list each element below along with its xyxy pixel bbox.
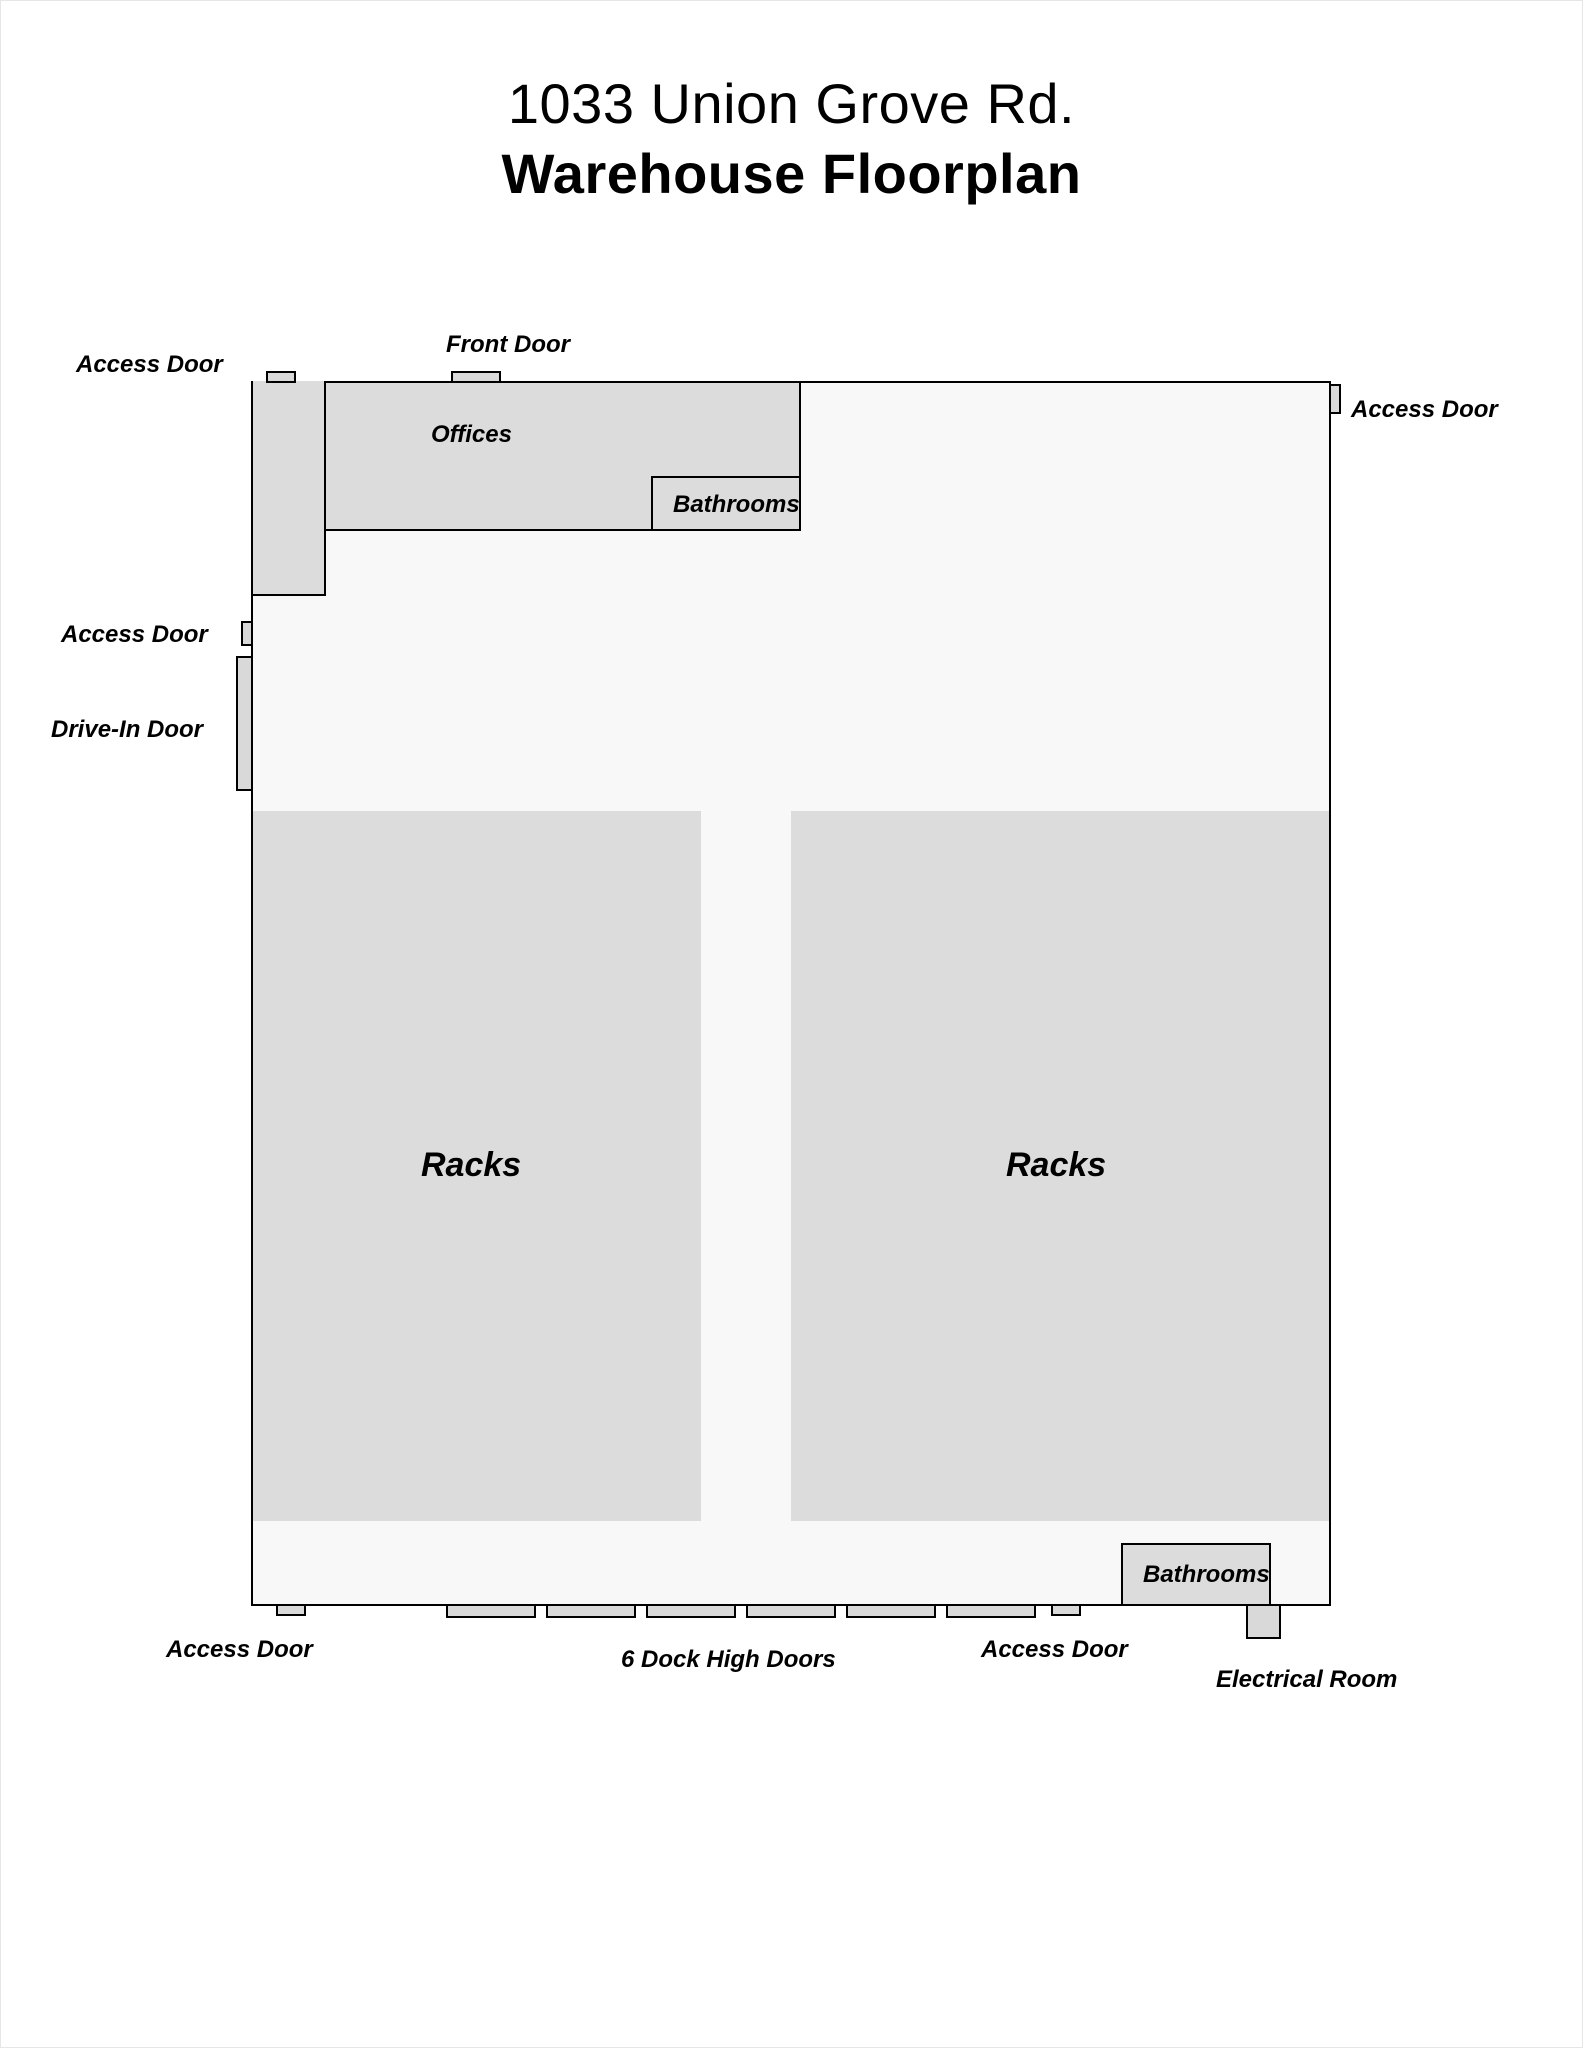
- title-main: Warehouse Floorplan: [1, 141, 1582, 206]
- offices-seam-patch: [253, 529, 324, 533]
- door-dock4: [746, 1604, 836, 1618]
- ext-label-access_left: Access Door: [61, 621, 208, 649]
- title-address: 1033 Union Grove Rd.: [1, 71, 1582, 136]
- label-offices: Offices: [431, 421, 512, 449]
- ext-label-access_bot_l: Access Door: [166, 1636, 313, 1664]
- ext-label-electrical: Electrical Room: [1216, 1666, 1397, 1694]
- door-dock6: [946, 1604, 1036, 1618]
- label-racks-right: Racks: [1006, 1146, 1106, 1185]
- label-bathrooms-top: Bathrooms: [673, 491, 800, 519]
- ext-label-front_door: Front Door: [446, 331, 570, 359]
- room-offices-ext: [251, 381, 326, 596]
- ext-label-access_top_l: Access Door: [76, 351, 223, 379]
- door-access_bot_right: [1051, 1604, 1081, 1616]
- door-dock1: [446, 1604, 536, 1618]
- label-racks-left: Racks: [421, 1146, 521, 1185]
- door-electrical_room: [1246, 1604, 1281, 1639]
- door-access_left_small: [241, 621, 253, 646]
- door-access_bot_left: [276, 1604, 306, 1616]
- door-access_top_left: [266, 371, 296, 383]
- door-drive_in: [236, 656, 253, 791]
- door-front_door: [451, 371, 501, 383]
- ext-label-drive_in: Drive-In Door: [51, 716, 203, 744]
- ext-label-access_bot_r: Access Door: [981, 1636, 1128, 1664]
- door-dock3: [646, 1604, 736, 1618]
- ext-label-access_top_r: Access Door: [1351, 396, 1498, 424]
- door-dock5: [846, 1604, 936, 1618]
- floorplan-stage: Offices Bathrooms Racks Racks Bathrooms Front…: [51, 321, 1534, 1721]
- door-access_top_right: [1329, 384, 1341, 414]
- door-dock2: [546, 1604, 636, 1618]
- ext-label-dock_doors: 6 Dock High Doors: [621, 1646, 836, 1674]
- label-bathrooms-bottom: Bathrooms: [1143, 1561, 1270, 1589]
